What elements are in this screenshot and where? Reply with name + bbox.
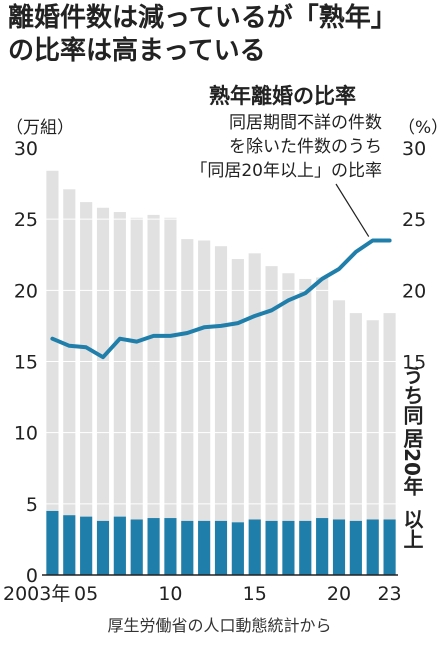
- ratio-line-note: 同居期間不詳の件数: [229, 113, 382, 133]
- bar-long-marriage: [164, 518, 177, 575]
- bar-long-marriage: [265, 520, 278, 575]
- bar-total: [248, 253, 261, 575]
- headline-line-2: の比率は高まっている: [8, 36, 266, 66]
- headline: 離婚件数は減っているが「熟年」 の比率は高まっている: [8, 2, 433, 68]
- bar-long-marriage: [366, 519, 379, 575]
- x-tick-label: 23: [377, 583, 401, 605]
- bar-total: [130, 217, 143, 575]
- bar-long-marriage: [113, 516, 126, 575]
- right-axis-unit: （%）: [398, 118, 439, 138]
- x-tick-label: 10: [158, 583, 182, 605]
- bar-total: [282, 273, 295, 575]
- ratio-line-note: 「同居20年以上」の比率: [190, 161, 382, 181]
- bar-long-marriage: [316, 518, 329, 575]
- bar-total: [349, 313, 362, 575]
- bar-long-marriage: [198, 520, 211, 575]
- bar-total: [147, 214, 160, 575]
- bar-long-marriage: [332, 519, 346, 575]
- left-axis-unit: （万組）: [6, 118, 74, 138]
- bar-total: [46, 170, 59, 576]
- bar-total: [299, 278, 312, 575]
- headline-line-1: 離婚件数は減っているが「熟年」: [8, 3, 397, 33]
- bar-long-marriage: [282, 520, 295, 575]
- long-marriage-label: 以上: [400, 509, 424, 549]
- annotation-leader-line: [335, 183, 370, 237]
- bar-total: [332, 300, 346, 575]
- x-tick-label: 2003年: [3, 583, 70, 605]
- left-tick-label: 25: [14, 209, 38, 231]
- bar-long-marriage: [96, 520, 110, 575]
- x-tick-label: 05: [74, 583, 98, 605]
- left-tick-label: 0: [26, 565, 38, 587]
- bar-total: [265, 266, 278, 575]
- bar-long-marriage: [214, 520, 228, 575]
- bar-long-marriage: [181, 520, 194, 575]
- bar-total: [383, 313, 396, 575]
- bar-long-marriage: [63, 515, 76, 575]
- bar-total: [63, 189, 76, 575]
- bar-total: [198, 240, 211, 575]
- bar-total: [316, 277, 329, 575]
- bar-total: [231, 259, 244, 575]
- bar-long-marriage: [383, 519, 396, 575]
- ratio-line-note: を除いた件数のうち: [229, 137, 382, 157]
- left-tick-label: 20: [14, 280, 38, 302]
- bar-long-marriage: [130, 519, 143, 575]
- long-marriage-label: うち同: [400, 365, 424, 425]
- right-tick-label: 15: [402, 352, 426, 374]
- bar-total: [80, 202, 93, 575]
- bar-long-marriage: [147, 518, 160, 575]
- x-tick-label: 15: [243, 583, 267, 605]
- right-tick-label: 25: [402, 209, 426, 231]
- bar-total: [96, 207, 110, 575]
- bar-long-marriage: [231, 522, 244, 575]
- left-tick-label: 5: [26, 494, 38, 516]
- bar-long-marriage: [299, 520, 312, 575]
- left-tick-label: 10: [14, 423, 38, 445]
- bar-total: [181, 239, 194, 576]
- left-tick-label: 30: [14, 138, 38, 160]
- right-tick-label: 30: [402, 138, 426, 160]
- bar-total: [164, 217, 177, 575]
- bar-total: [214, 246, 228, 575]
- right-tick-label: 20: [402, 280, 426, 302]
- long-marriage-label: 居20年: [400, 428, 424, 496]
- bar-total: [113, 212, 126, 576]
- source-note: 厚生労働省の人口動態統計から: [107, 616, 332, 635]
- bar-long-marriage: [349, 520, 362, 575]
- left-tick-label: 15: [14, 352, 38, 374]
- bar-total: [366, 320, 379, 575]
- ratio-line-title: 熟年離婚の比率: [209, 84, 356, 108]
- ratio-line: [50, 238, 392, 360]
- bar-long-marriage: [46, 510, 59, 575]
- bar-long-marriage: [80, 516, 93, 575]
- x-tick-label: 20: [327, 583, 351, 605]
- bar-long-marriage: [248, 519, 261, 575]
